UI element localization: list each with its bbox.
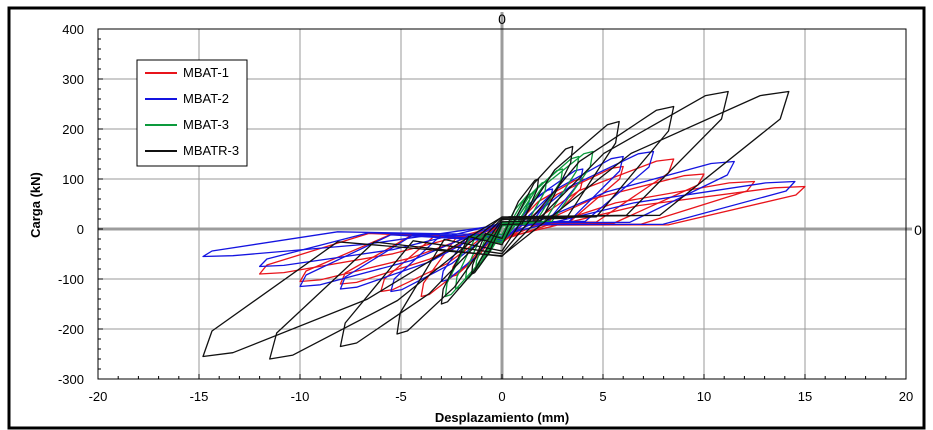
y-tick-label: -200: [58, 322, 84, 337]
y-axis-zero-label: 0: [498, 11, 506, 27]
hysteresis-loop: [471, 178, 540, 275]
x-tick-label: -10: [291, 389, 310, 404]
legend-label: MBAT-3: [183, 117, 229, 132]
series-layer: [202, 90, 806, 360]
x-tick-label: -5: [395, 389, 407, 404]
x-tick-label: 15: [798, 389, 812, 404]
y-tick-label: 300: [62, 72, 84, 87]
legend-label: MBAT-1: [183, 65, 229, 80]
x-axis-zero-label: 0: [914, 222, 922, 238]
y-tick-label: 400: [62, 22, 84, 37]
y-tick-label: -300: [58, 372, 84, 387]
x-tick-label: 0: [498, 389, 505, 404]
y-tick-label: 0: [77, 222, 84, 237]
x-tick-label: 5: [599, 389, 606, 404]
hysteresis-loop: [440, 145, 574, 305]
legend: MBAT-1 MBAT-2 MBAT-3 MBATR-3: [136, 59, 248, 167]
y-axis-title: Carga (kN): [28, 172, 43, 238]
hysteresis-loop: [396, 120, 620, 335]
figure-frame: [7, 6, 926, 430]
y-tick-label: -100: [58, 272, 84, 287]
hysteresis-loop: [269, 90, 729, 360]
series-mbatr-3: [202, 90, 790, 360]
y-tick-label: 200: [62, 122, 84, 137]
legend-label: MBATR-3: [183, 143, 239, 158]
x-tick-label: -15: [190, 389, 209, 404]
x-tick-label: -20: [89, 389, 108, 404]
y-tick-label: 100: [62, 172, 84, 187]
x-axis-title: Desplazamiento (mm): [435, 410, 569, 425]
tick-layer: -20 -15 -10 -5 0 5 10 15 20 -300 -200 -100 0 100 200 30…: [58, 22, 913, 404]
legend-label: MBAT-2: [183, 91, 229, 106]
legend-box: [136, 59, 248, 167]
x-tick-label: 20: [899, 389, 913, 404]
x-tick-label: 10: [697, 389, 711, 404]
hysteresis-loop: [339, 105, 675, 348]
